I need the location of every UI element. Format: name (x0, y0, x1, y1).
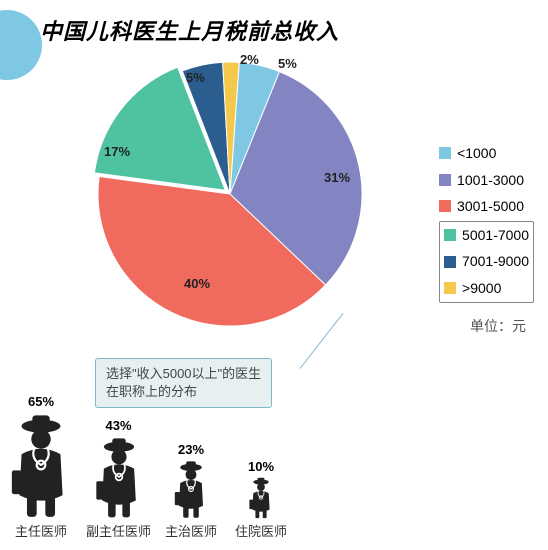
legend-label: 1001-3000 (457, 167, 524, 194)
legend-label: 5001-7000 (462, 222, 529, 249)
doctor-pct: 23% (178, 442, 204, 457)
doctor-item: 10% 住院医师 (231, 459, 291, 540)
legend-unit: 单位：元 (470, 316, 526, 336)
legend-label: >9000 (462, 275, 501, 302)
pie-slice-label: 2% (240, 52, 259, 67)
page-title: 中国儿科医生上月税前总收入 (40, 14, 339, 46)
doctor-pct: 43% (105, 418, 131, 433)
legend-swatch (439, 200, 451, 212)
pie-slice-label: 17% (104, 144, 130, 159)
legend-item: 3001-5000 (439, 193, 534, 220)
doctor-label: 住院医师 (235, 521, 287, 540)
legend-item: 5001-7000 (444, 222, 529, 249)
legend-label: 7001-9000 (462, 248, 529, 275)
doctor-icon (161, 459, 221, 519)
legend: <10001001-30003001-50005001-70007001-900… (439, 140, 534, 304)
callout-line1: 选择"收入5000以上"的医生 (106, 365, 261, 383)
legend-highlight-box: 5001-70007001-9000>9000 (439, 221, 534, 303)
legend-swatch (444, 256, 456, 268)
pie-slice-label: 31% (324, 170, 350, 185)
doctor-icon (89, 435, 149, 519)
pie-slice-label: 5% (186, 70, 205, 85)
pie-slice-label: 5% (278, 56, 297, 71)
pie-slice-label: 40% (184, 276, 210, 291)
legend-swatch (444, 282, 456, 294)
legend-item: 7001-9000 (444, 248, 529, 275)
doctors-row: 65% 主任医师 43% 副主任医师 23% 主治医师 10% 住院医师 (6, 394, 291, 540)
doctor-item: 43% 副主任医师 (86, 418, 151, 540)
doctor-item: 23% 主治医师 (161, 442, 221, 540)
legend-item: >9000 (444, 275, 529, 302)
doctor-label: 主任医师 (15, 521, 67, 540)
doctor-item: 65% 主任医师 (6, 394, 76, 540)
pie-chart: 5% 31% 40% 17% 5% 2% (90, 54, 370, 334)
legend-swatch (439, 174, 451, 186)
legend-swatch (439, 147, 451, 159)
legend-item: 1001-3000 (439, 167, 534, 194)
doctor-pct: 65% (28, 394, 54, 409)
doctor-icon (6, 411, 76, 519)
doctor-label: 主治医师 (165, 521, 217, 540)
legend-label: 3001-5000 (457, 193, 524, 220)
decorative-corner-circle (0, 10, 42, 80)
legend-label: <1000 (457, 140, 496, 167)
legend-item: <1000 (439, 140, 534, 167)
doctor-pct: 10% (248, 459, 274, 474)
doctor-label: 副主任医师 (86, 521, 151, 540)
doctor-icon (231, 476, 291, 519)
legend-swatch (444, 229, 456, 241)
